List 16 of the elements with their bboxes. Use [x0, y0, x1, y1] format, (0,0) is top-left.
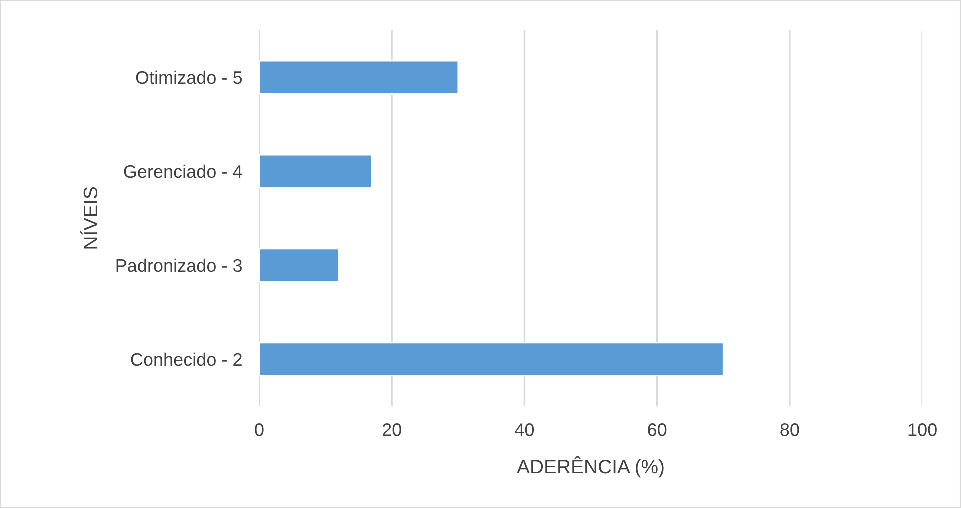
x-tick-label: 100 — [908, 424, 937, 436]
x-tick-label: 20 — [382, 424, 402, 436]
y-axis-title: NÍVEIS — [80, 187, 98, 249]
y-tick-label: Padronizado - 3 — [116, 258, 242, 272]
bar — [259, 60, 460, 95]
bar — [259, 342, 724, 377]
y-tick-label: Otimizado - 5 — [136, 70, 242, 84]
x-tick-label: 40 — [515, 424, 534, 436]
bar — [259, 248, 340, 283]
bar — [259, 154, 373, 189]
y-tick-label: Gerenciado - 4 — [124, 164, 242, 178]
y-tick-label: Conhecido - 2 — [131, 352, 242, 366]
x-tick-label: 60 — [648, 424, 667, 436]
x-axis-title: ADERÊNCIA (%) — [517, 456, 664, 478]
x-tick-label: 0 — [255, 424, 264, 436]
x-tick-label: 80 — [780, 424, 800, 436]
